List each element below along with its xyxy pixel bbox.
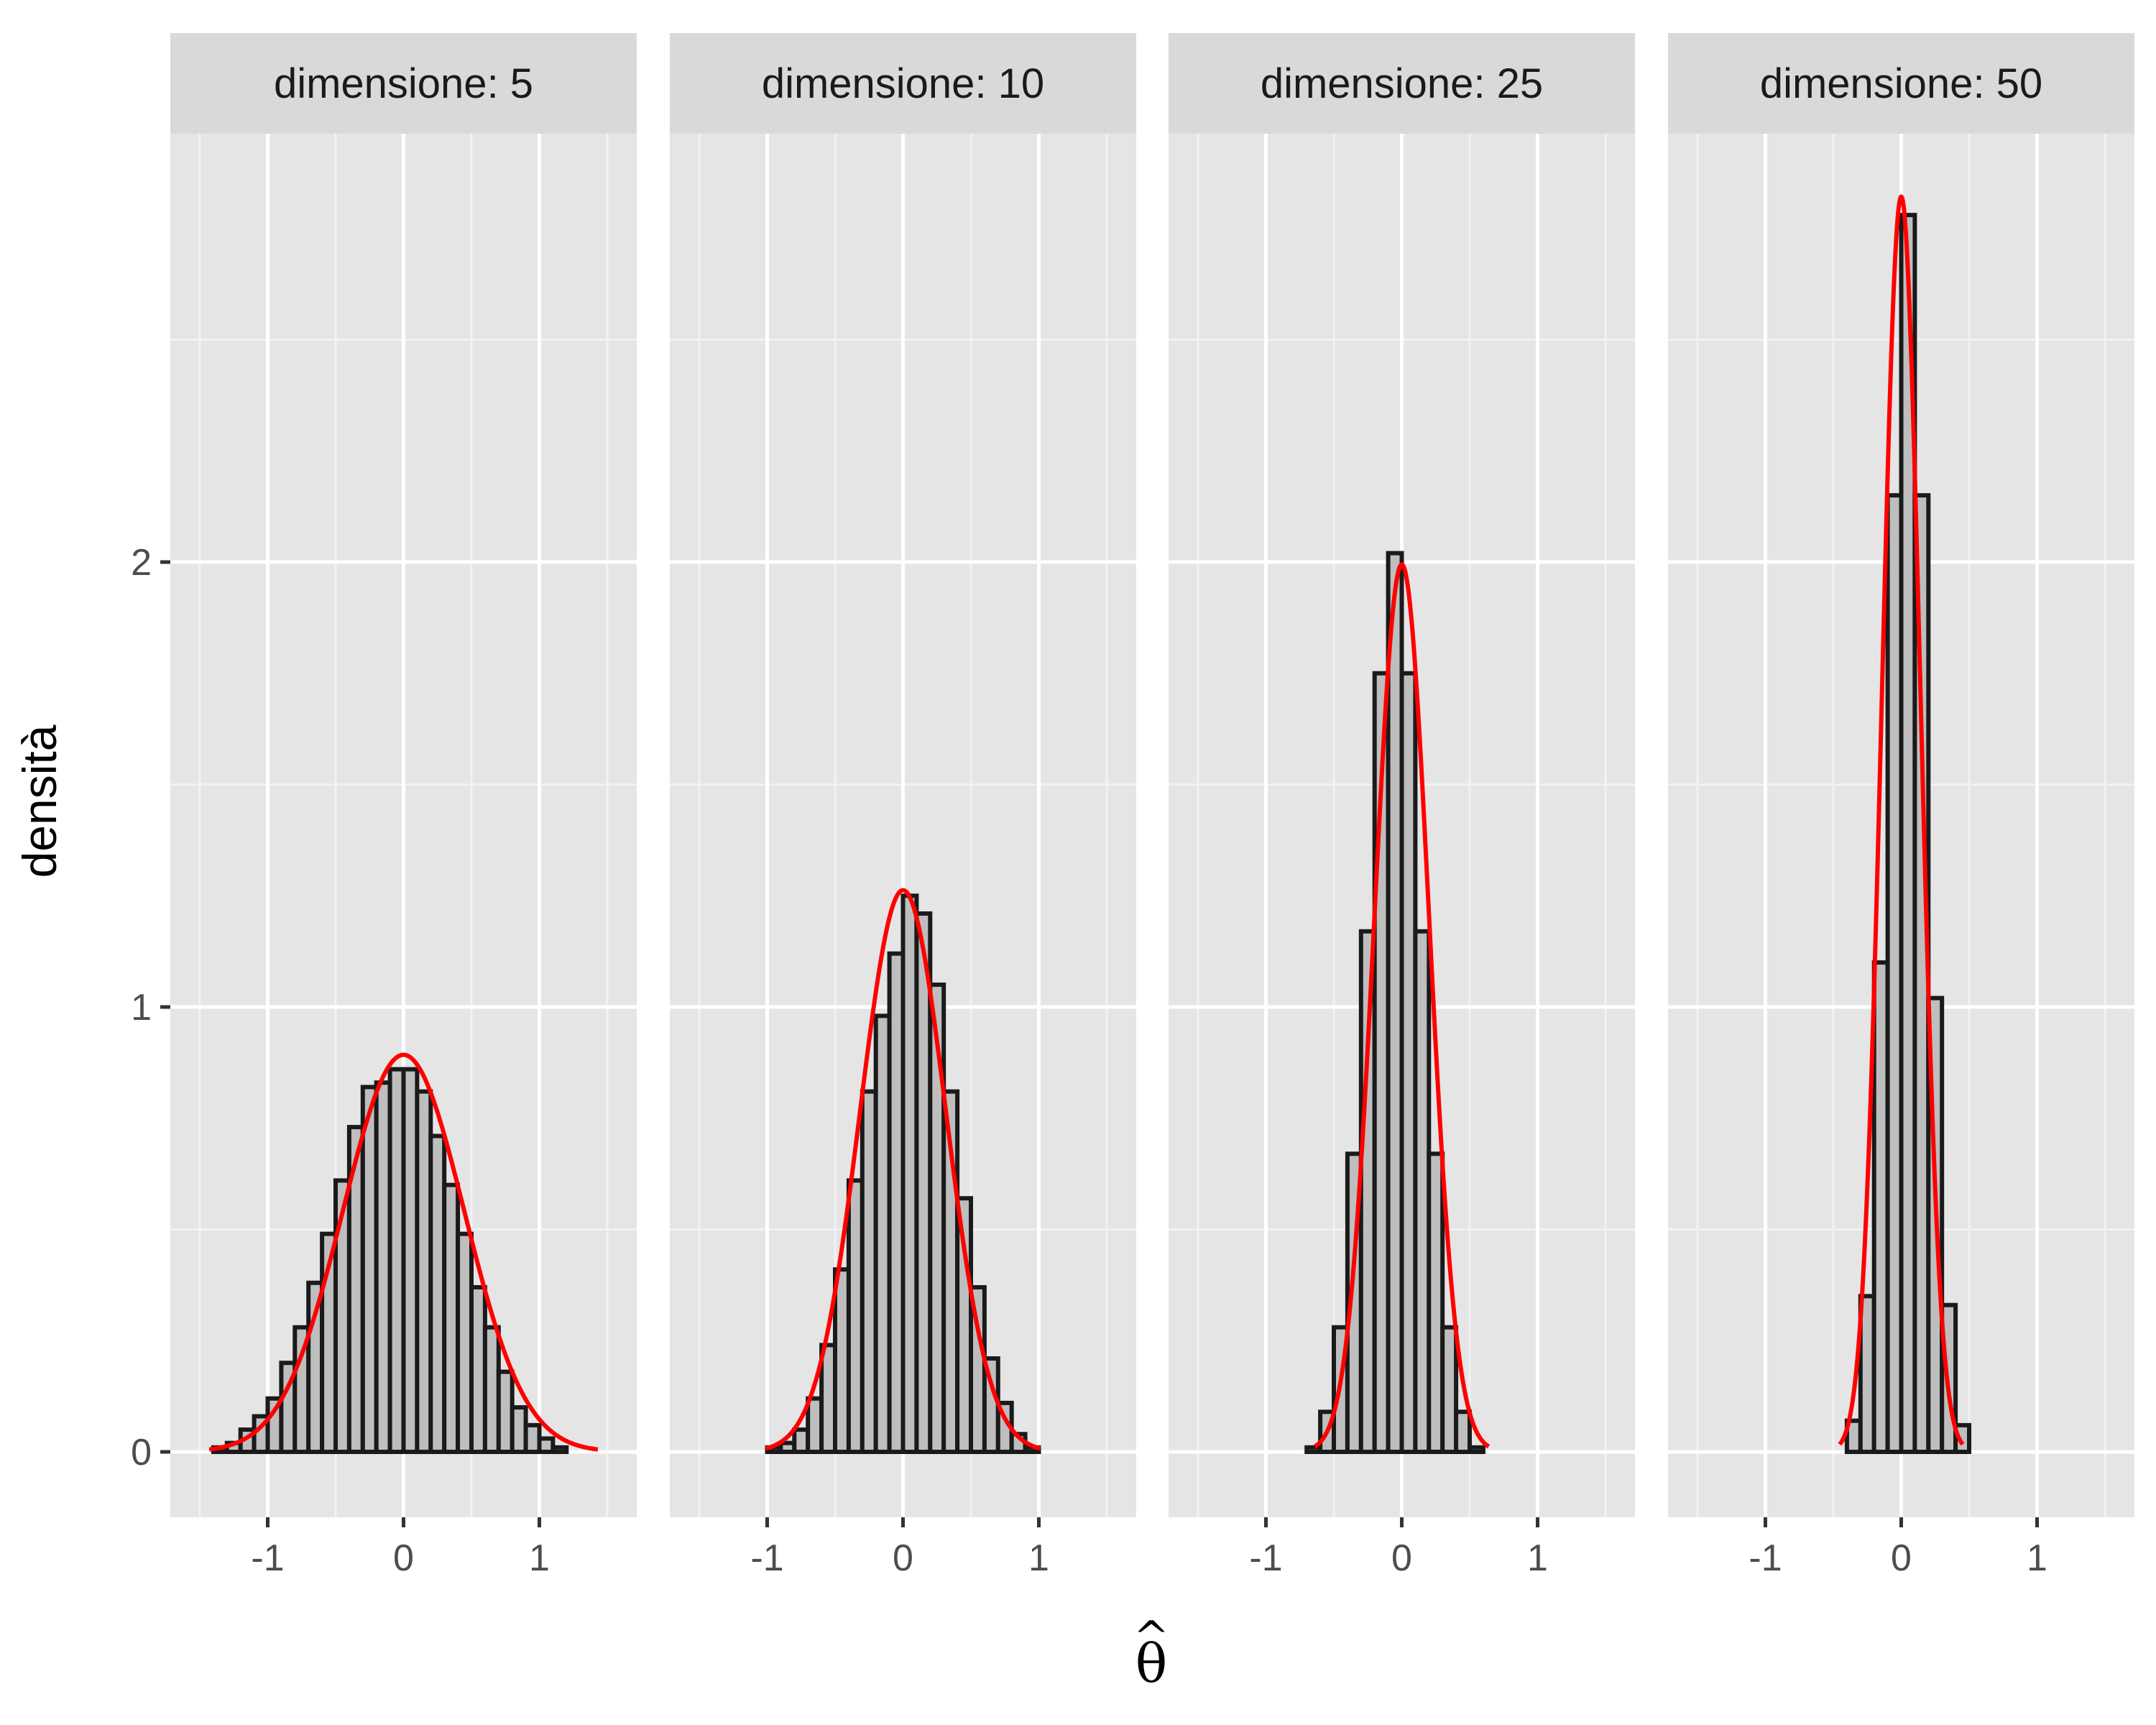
x-tick-label: 1 bbox=[1527, 1537, 1548, 1579]
histogram-bars bbox=[765, 893, 1041, 1455]
facet-strip bbox=[170, 33, 637, 134]
x-tick-label: -1 bbox=[251, 1537, 284, 1579]
x-tick-label: -1 bbox=[750, 1537, 783, 1579]
facet-panel: dimensione: 50 -1 0 1 bbox=[1668, 33, 2134, 1579]
facet-panel: dimensione: 5 -1 0 1 bbox=[170, 33, 637, 1579]
histogram-bar bbox=[1427, 1151, 1445, 1455]
histogram-bar bbox=[1440, 1325, 1459, 1455]
histogram-bar bbox=[1468, 1445, 1485, 1455]
x-tick-label: 1 bbox=[2027, 1537, 2047, 1579]
facet-strip-label: dimensione: 10 bbox=[762, 60, 1044, 107]
facet-strip-label: dimensione: 5 bbox=[274, 60, 533, 107]
y-tick-label: 0 bbox=[131, 1432, 152, 1473]
facet-strip-label: dimensione: 25 bbox=[1261, 60, 1543, 107]
histogram-bars bbox=[211, 1067, 569, 1455]
normal-density-curve bbox=[208, 1052, 599, 1452]
x-tick-label: -1 bbox=[1249, 1537, 1282, 1579]
x-tick-label: 1 bbox=[529, 1537, 550, 1579]
x-axis: -1 0 1 bbox=[1249, 1517, 1548, 1579]
facet-panel: dimensione: 25 -1 0 1 bbox=[1169, 33, 1635, 1579]
histogram-bars bbox=[1844, 213, 1972, 1455]
normal-density-curve bbox=[1838, 194, 1965, 1446]
x-axis-title: ^ θ bbox=[1133, 1612, 1169, 1695]
y-tick-label: 2 bbox=[131, 542, 152, 584]
x-axis: -1 0 1 bbox=[251, 1517, 550, 1579]
facet-strip bbox=[670, 33, 1136, 134]
x-axis-title-accent: ^ bbox=[1133, 1612, 1169, 1662]
x-axis: -1 0 1 bbox=[1749, 1517, 2047, 1579]
x-axis: -1 0 1 bbox=[750, 1517, 1049, 1579]
facet-strip bbox=[1169, 33, 1635, 134]
histogram-bar bbox=[537, 1436, 556, 1455]
x-axis-title-symbol: θ bbox=[1135, 1633, 1168, 1695]
histogram-bar bbox=[1953, 1422, 1972, 1454]
histogram-bar bbox=[1454, 1409, 1472, 1455]
histogram-bar bbox=[550, 1445, 569, 1455]
normal-density-curve bbox=[1313, 562, 1491, 1449]
y-axis: 0 1 2 bbox=[131, 542, 170, 1473]
facet-strip bbox=[1668, 33, 2134, 134]
x-tick-label: -1 bbox=[1749, 1537, 1782, 1579]
x-tick-label: 1 bbox=[1028, 1537, 1049, 1579]
normal-density-curve bbox=[764, 888, 1042, 1451]
x-tick-label: 0 bbox=[1391, 1537, 1412, 1579]
x-tick-label: 0 bbox=[393, 1537, 414, 1579]
y-axis-title: densità bbox=[13, 724, 66, 878]
x-tick-label: 0 bbox=[1891, 1537, 1912, 1579]
facet-panel: dimensione: 10 -1 0 1 bbox=[670, 33, 1136, 1579]
x-tick-label: 0 bbox=[893, 1537, 913, 1579]
y-tick-label: 1 bbox=[131, 987, 152, 1029]
facet-strip-label: dimensione: 50 bbox=[1760, 60, 2042, 107]
